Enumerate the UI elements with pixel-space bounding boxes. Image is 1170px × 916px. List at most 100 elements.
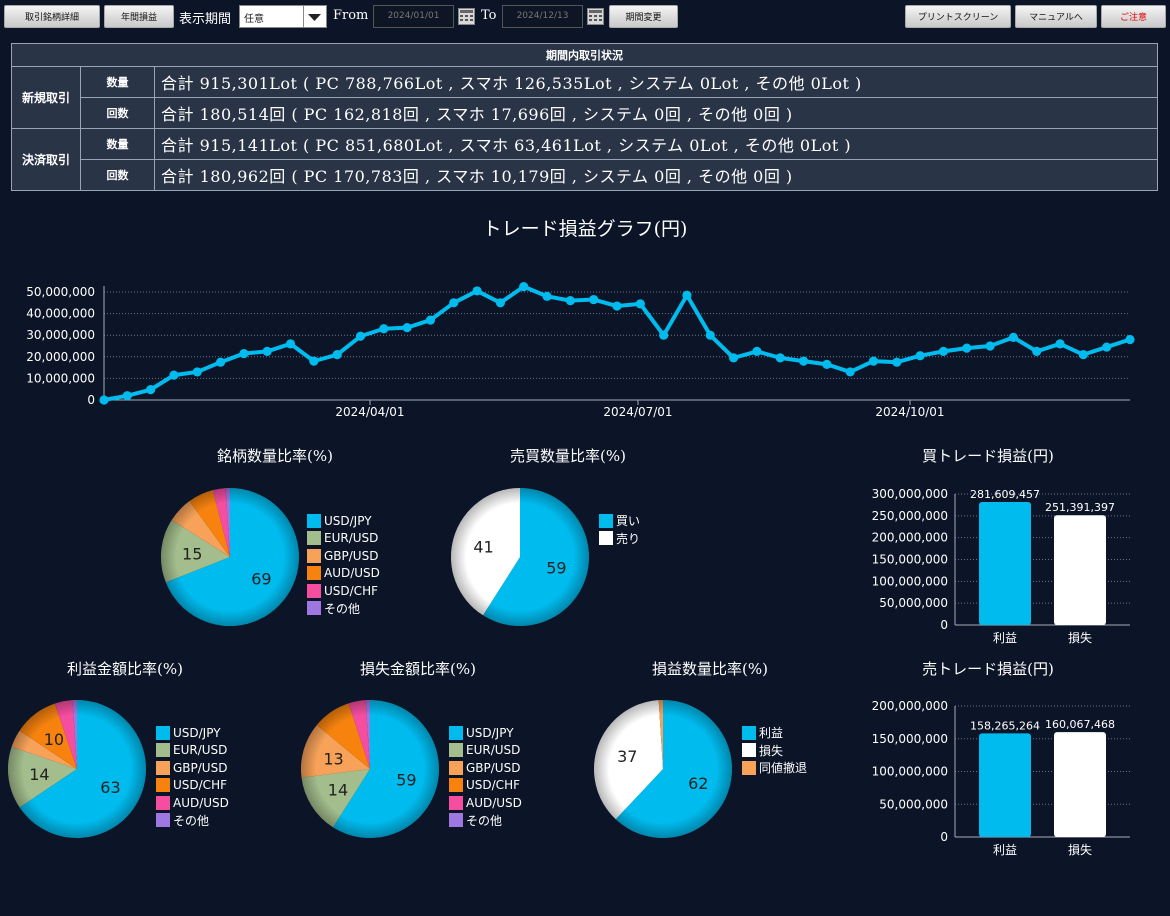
- annual-pl-button[interactable]: 年間損益: [104, 5, 174, 28]
- from-label: From: [333, 8, 369, 23]
- y-tick-label: 0: [940, 830, 948, 844]
- manual-button[interactable]: マニュアルへ: [1015, 5, 1097, 28]
- symbol-qty-title: 銘柄数量比率(%): [217, 447, 333, 465]
- data-point: [449, 298, 459, 308]
- pl-count-legend: 利益 損失 同値撤退: [742, 724, 807, 777]
- symbol-qty-legend: USD/JPY EUR/USD GBP/USD AUD/USD USD/CHF …: [307, 512, 380, 617]
- data-point: [868, 356, 879, 366]
- data-point: [122, 391, 132, 401]
- data-point: [425, 315, 436, 325]
- data-point: [915, 351, 925, 361]
- y-tick-label: 150,000,000: [872, 732, 948, 746]
- bar-value-label: 251,391,397: [1045, 501, 1115, 514]
- pie-shading: [301, 700, 439, 838]
- y-tick-label: 200,000,000: [872, 699, 948, 713]
- period-label: 表示期間: [179, 12, 232, 27]
- data-point: [659, 330, 669, 340]
- sell-trade-pl-title: 売トレード損益(円): [922, 660, 1054, 678]
- data-point: [169, 370, 179, 380]
- data-point: [262, 346, 272, 356]
- pie-shading: [8, 700, 146, 838]
- calendar-icon[interactable]: [587, 8, 604, 25]
- data-point: [752, 346, 762, 356]
- y-tick-label: 0: [87, 393, 95, 407]
- change-period-button[interactable]: 期間変更: [609, 5, 678, 28]
- data-point: [1102, 342, 1112, 352]
- print-screen-button[interactable]: プリントスクリーン: [905, 5, 1011, 28]
- data-point: [728, 353, 739, 363]
- y-tick-label: 200,000,000: [872, 531, 948, 545]
- summary-value: 合計 915,301Lot ( PC 788,766Lot , スマホ 126,…: [154, 66, 1158, 98]
- data-point: [1032, 346, 1042, 356]
- bar: [1054, 515, 1106, 625]
- y-tick-label: 50,000,000: [879, 797, 948, 811]
- data-point: [612, 301, 622, 311]
- data-point: [985, 341, 995, 351]
- data-point: [495, 298, 506, 308]
- notice-button[interactable]: ご注意: [1101, 5, 1166, 28]
- row-sub-label: 回数: [80, 97, 155, 129]
- data-point: [1078, 350, 1088, 360]
- trade-summary-table: 期間内取引状況 新規取引 数量 合計 915,301Lot ( PC 788,7…: [11, 43, 1158, 191]
- pl-line-chart: 0 10,000,000 20,000,000 30,000,000 40,000,00…: [26, 282, 1135, 419]
- to-date-input[interactable]: 2024/12/13: [502, 5, 583, 28]
- row-group-label: 決済取引: [11, 128, 81, 191]
- from-date-input[interactable]: 2024/01/01: [373, 5, 454, 28]
- row-sub-label: 数量: [80, 128, 155, 160]
- data-point: [239, 348, 249, 359]
- loss-amount-pie: 591413: [301, 700, 439, 838]
- x-tick-label: 2024/07/01: [603, 405, 672, 419]
- data-point: [285, 339, 296, 349]
- x-category-label: 損失: [1068, 630, 1092, 645]
- period-select[interactable]: 任意: [239, 5, 327, 28]
- line-chart-title: トレード損益グラフ(円): [482, 218, 688, 240]
- pl-count-title: 損益数量比率(%): [652, 660, 768, 678]
- y-tick-label: 50,000,000: [879, 596, 948, 610]
- y-tick-label: 0: [940, 618, 948, 632]
- profit-amount-title: 利益金額比率(%): [67, 660, 183, 678]
- bar-value-label: 281,609,457: [970, 488, 1040, 501]
- bar: [979, 733, 1031, 837]
- data-point: [798, 356, 809, 366]
- y-tick-label: 100,000,000: [872, 765, 948, 779]
- to-label: To: [481, 8, 497, 23]
- symbol-detail-button[interactable]: 取引銘柄詳細: [4, 5, 100, 28]
- buy-trade-pl-bar: 0 50,000,000 100,000,000 150,000,000 200,000…: [872, 487, 1130, 645]
- y-tick-label: 300,000,000: [872, 487, 948, 501]
- calendar-icon[interactable]: [458, 8, 475, 25]
- pie-shading: [594, 700, 732, 838]
- sell-trade-pl-bar: 0 50,000,000 100,000,000 150,000,000 200,000…: [872, 699, 1130, 857]
- data-point: [822, 359, 832, 369]
- data-point: [379, 324, 389, 334]
- data-point: [1008, 332, 1019, 342]
- data-point: [845, 367, 855, 377]
- y-tick-label: 10,000,000: [26, 371, 95, 385]
- summary-title: 期間内取引状況: [11, 43, 1158, 67]
- bar-value-label: 160,067,468: [1045, 718, 1115, 731]
- data-point: [938, 346, 949, 356]
- y-tick-label: 250,000,000: [872, 509, 948, 523]
- symbol-qty-pie: 6915: [161, 488, 299, 626]
- pie-shading: [161, 488, 299, 626]
- data-point: [705, 330, 715, 340]
- loss-amount-legend: USD/JPY EUR/USD GBP/USD USD/CHF AUD/USD …: [449, 724, 522, 829]
- pl-count-pie: 6237: [594, 700, 732, 838]
- data-point: [892, 357, 902, 367]
- loss-amount-title: 損失金額比率(%): [360, 660, 476, 678]
- y-tick-label: 100,000,000: [872, 574, 948, 588]
- data-point: [589, 294, 599, 305]
- buy-trade-pl-title: 買トレード損益(円): [922, 447, 1054, 465]
- row-group-label: 新規取引: [11, 66, 81, 129]
- buysell-qty-pie: 5941: [451, 488, 589, 626]
- data-point: [332, 350, 342, 360]
- y-tick-label: 30,000,000: [26, 328, 95, 342]
- x-tick-label: 2024/10/01: [875, 405, 944, 419]
- chevron-down-icon[interactable]: [303, 6, 326, 27]
- data-point: [215, 357, 226, 367]
- data-point: [962, 343, 972, 353]
- data-point: [635, 299, 645, 309]
- bar: [1054, 732, 1106, 837]
- data-point: [192, 367, 202, 377]
- data-point: [519, 282, 529, 292]
- data-point: [472, 286, 482, 296]
